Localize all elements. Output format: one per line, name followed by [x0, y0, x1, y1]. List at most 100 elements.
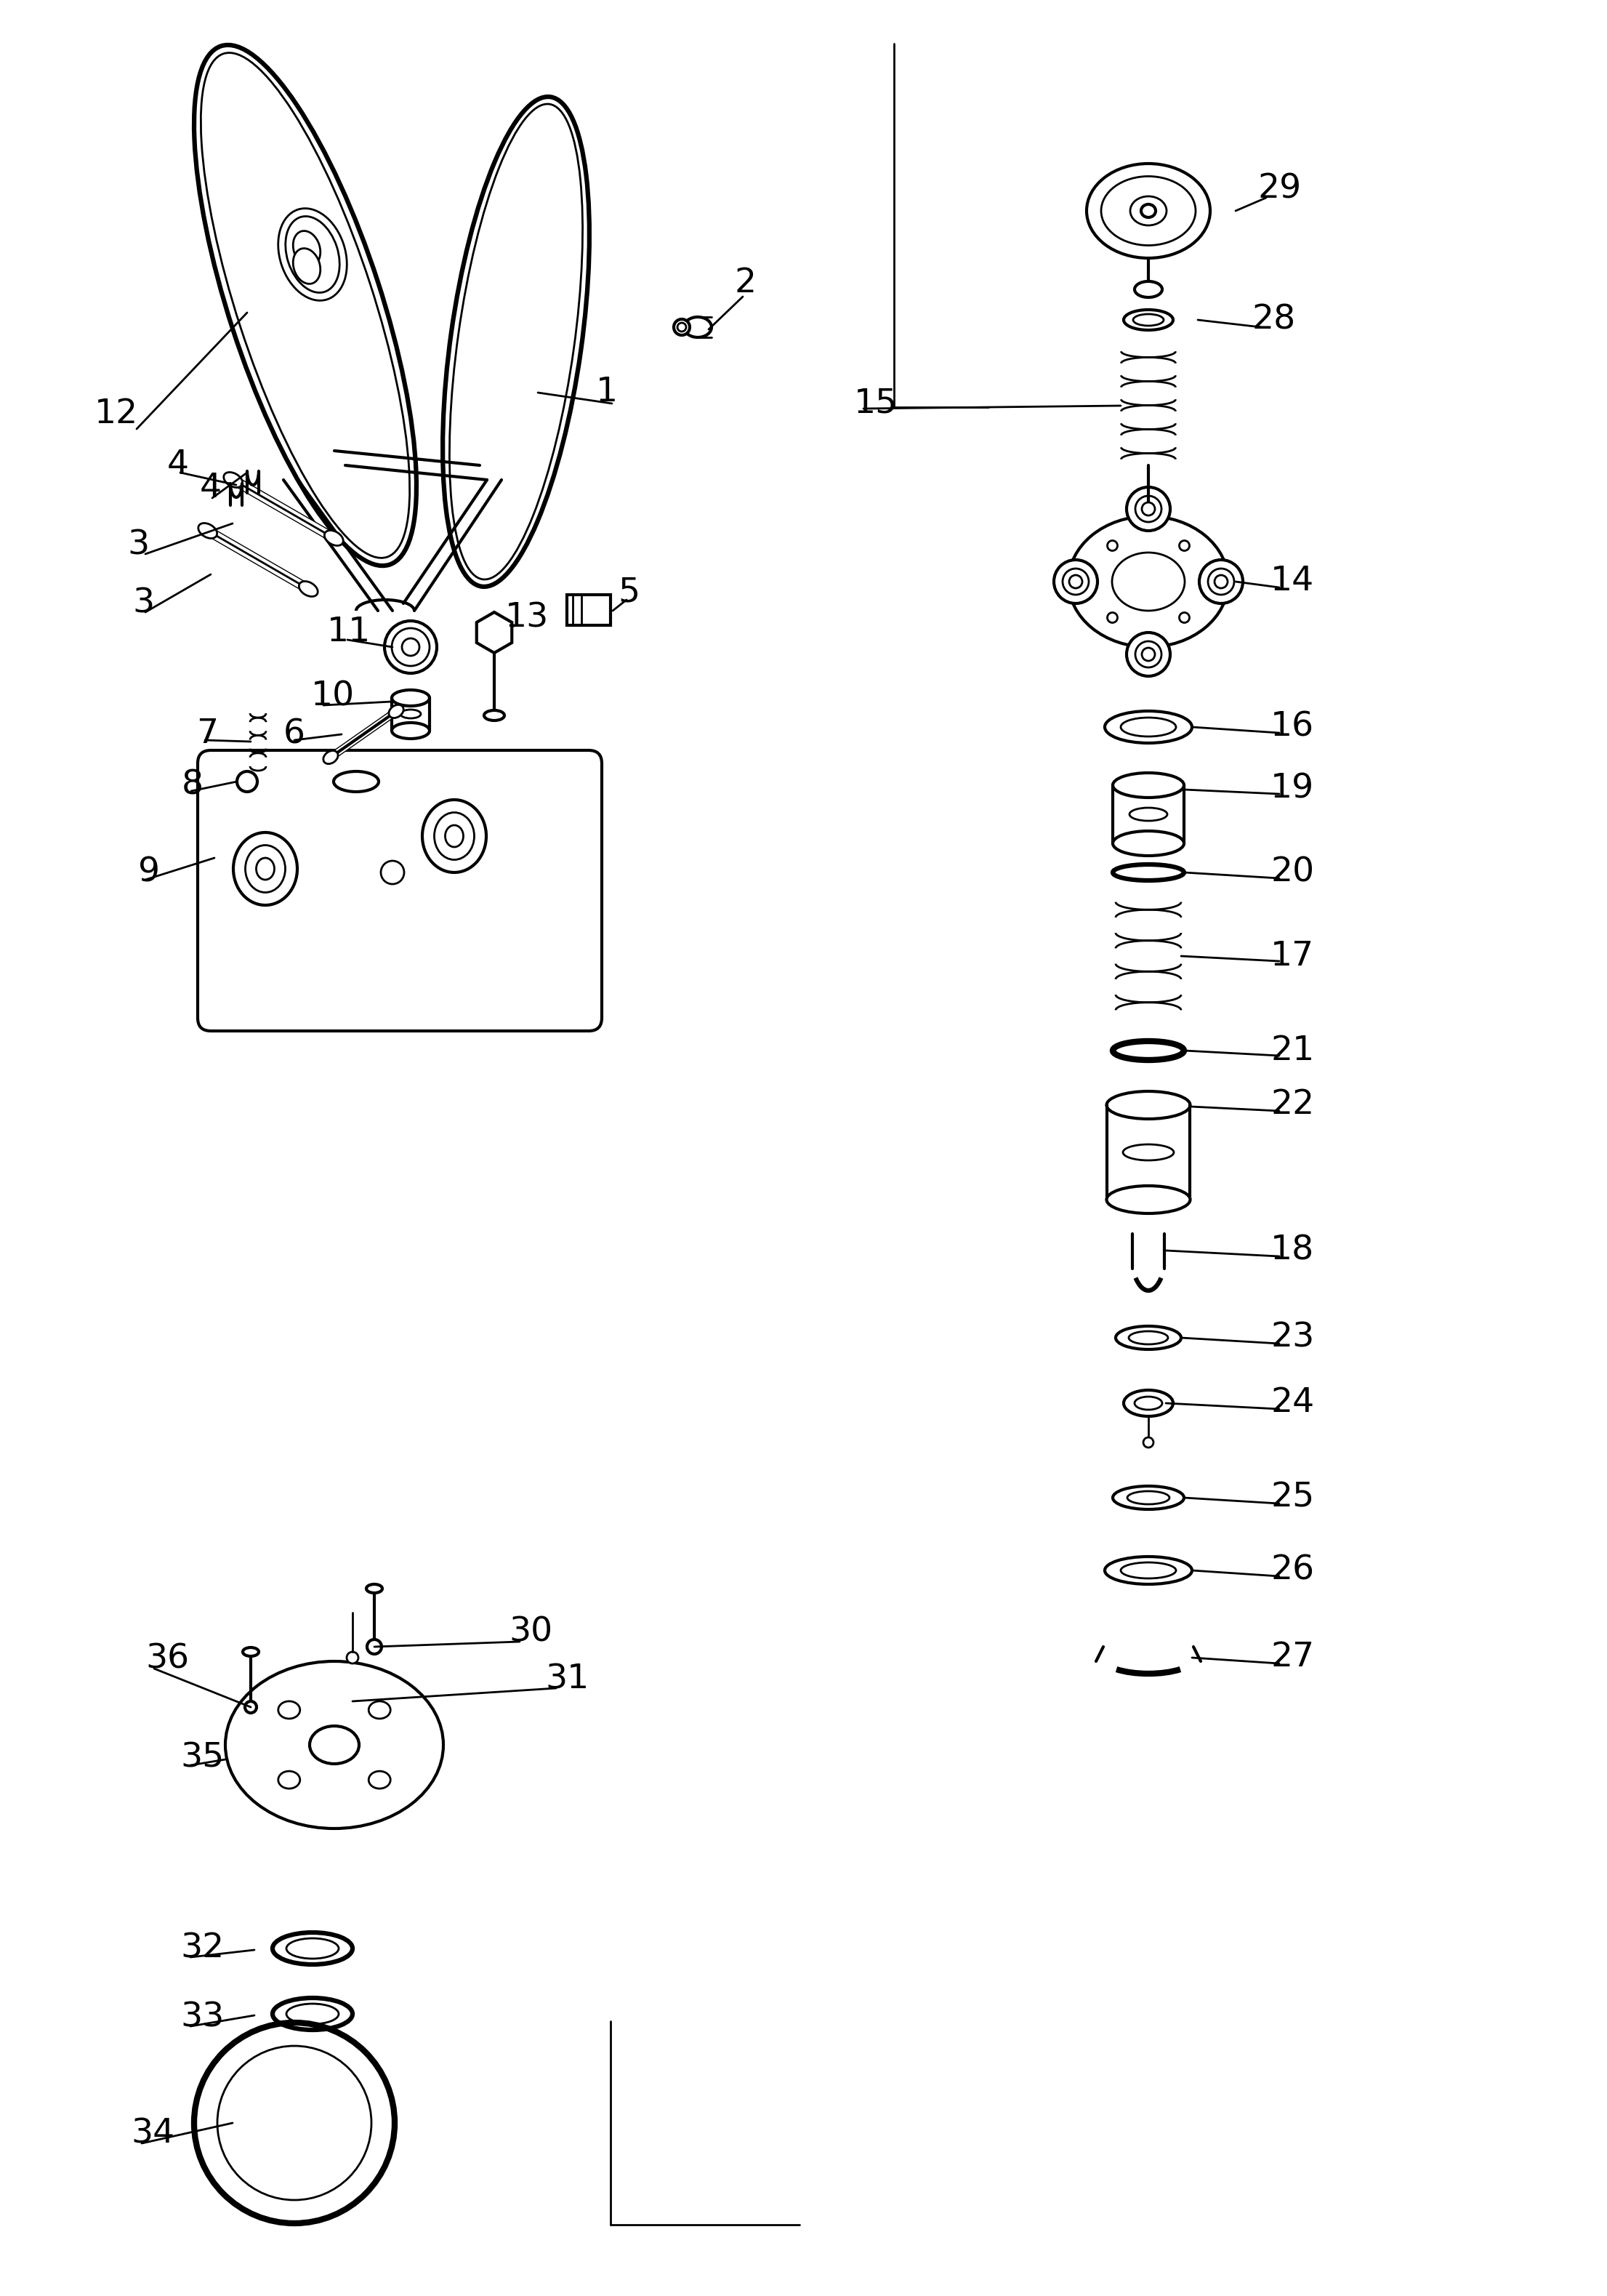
- Text: 16: 16: [1271, 712, 1315, 744]
- Text: 4: 4: [167, 450, 190, 482]
- Ellipse shape: [334, 771, 379, 792]
- Ellipse shape: [1180, 540, 1189, 551]
- Ellipse shape: [1215, 574, 1228, 588]
- Ellipse shape: [1101, 177, 1196, 246]
- Ellipse shape: [1069, 574, 1082, 588]
- Text: 11: 11: [328, 615, 371, 650]
- Ellipse shape: [1130, 808, 1167, 822]
- Text: 6: 6: [283, 719, 305, 751]
- Ellipse shape: [1135, 641, 1162, 668]
- Ellipse shape: [1127, 1490, 1170, 1504]
- Ellipse shape: [323, 751, 337, 765]
- Ellipse shape: [442, 96, 590, 588]
- Ellipse shape: [1062, 569, 1090, 595]
- Ellipse shape: [1120, 1561, 1176, 1577]
- Polygon shape: [477, 613, 513, 652]
- Ellipse shape: [1208, 569, 1234, 595]
- Ellipse shape: [381, 861, 403, 884]
- Text: 31: 31: [545, 1662, 588, 1697]
- Text: 10: 10: [312, 680, 355, 712]
- Ellipse shape: [402, 638, 419, 657]
- FancyBboxPatch shape: [198, 751, 601, 1031]
- Ellipse shape: [198, 523, 217, 537]
- Ellipse shape: [292, 232, 320, 266]
- Text: 25: 25: [1271, 1481, 1315, 1513]
- Ellipse shape: [292, 248, 320, 285]
- Ellipse shape: [445, 824, 463, 847]
- Text: 13: 13: [505, 602, 550, 634]
- Text: 32: 32: [180, 1933, 223, 1965]
- Text: 4: 4: [199, 473, 222, 505]
- Text: 27: 27: [1271, 1642, 1315, 1674]
- Text: 36: 36: [145, 1642, 190, 1676]
- Text: 30: 30: [509, 1616, 553, 1649]
- Ellipse shape: [243, 1649, 259, 1655]
- Ellipse shape: [1143, 1437, 1154, 1446]
- Ellipse shape: [1104, 1557, 1192, 1584]
- Ellipse shape: [1115, 1327, 1181, 1350]
- Ellipse shape: [392, 691, 429, 705]
- Ellipse shape: [1112, 1040, 1184, 1061]
- Ellipse shape: [1107, 1091, 1191, 1118]
- Text: 3: 3: [132, 588, 154, 620]
- Text: 28: 28: [1252, 303, 1295, 335]
- Ellipse shape: [434, 813, 474, 859]
- Ellipse shape: [278, 1770, 301, 1789]
- Text: 22: 22: [1271, 1088, 1315, 1120]
- Ellipse shape: [1112, 831, 1184, 856]
- Ellipse shape: [1123, 1389, 1173, 1417]
- Ellipse shape: [1127, 631, 1170, 675]
- Ellipse shape: [236, 771, 257, 792]
- Text: 20: 20: [1271, 856, 1315, 889]
- Ellipse shape: [368, 1701, 391, 1720]
- Ellipse shape: [678, 324, 686, 331]
- Text: 34: 34: [130, 2117, 175, 2151]
- Text: 14: 14: [1271, 565, 1315, 597]
- Text: 12: 12: [95, 397, 138, 432]
- Ellipse shape: [225, 1662, 444, 1828]
- Ellipse shape: [194, 46, 416, 565]
- Ellipse shape: [286, 2004, 339, 2025]
- Ellipse shape: [1112, 774, 1184, 797]
- Ellipse shape: [278, 209, 347, 301]
- Ellipse shape: [1112, 866, 1184, 879]
- Ellipse shape: [1135, 282, 1162, 298]
- Ellipse shape: [273, 1998, 352, 2030]
- Ellipse shape: [400, 709, 421, 719]
- Ellipse shape: [368, 1770, 391, 1789]
- Ellipse shape: [1107, 613, 1117, 622]
- Text: 7: 7: [196, 719, 219, 751]
- Ellipse shape: [1069, 517, 1228, 647]
- Text: 17: 17: [1271, 939, 1315, 974]
- Text: 3: 3: [127, 528, 149, 563]
- Text: 35: 35: [180, 1743, 223, 1775]
- Ellipse shape: [366, 1584, 382, 1593]
- Text: 9: 9: [138, 856, 161, 889]
- Ellipse shape: [278, 1701, 301, 1720]
- Ellipse shape: [1199, 560, 1242, 604]
- Ellipse shape: [1054, 560, 1098, 604]
- Text: 18: 18: [1271, 1235, 1315, 1267]
- Ellipse shape: [256, 859, 275, 879]
- Ellipse shape: [1130, 195, 1167, 225]
- Ellipse shape: [1123, 310, 1173, 331]
- Ellipse shape: [299, 581, 318, 597]
- Text: 15: 15: [853, 388, 898, 420]
- Ellipse shape: [389, 705, 403, 719]
- Ellipse shape: [392, 723, 429, 739]
- Ellipse shape: [1135, 1396, 1162, 1410]
- Ellipse shape: [1086, 163, 1210, 257]
- Ellipse shape: [325, 530, 344, 546]
- Ellipse shape: [1112, 553, 1184, 611]
- Ellipse shape: [384, 620, 437, 673]
- Text: 21: 21: [1271, 1033, 1315, 1068]
- Ellipse shape: [286, 1938, 339, 1958]
- Ellipse shape: [223, 473, 243, 487]
- Ellipse shape: [1135, 496, 1162, 521]
- Ellipse shape: [1133, 315, 1163, 326]
- Text: 5: 5: [617, 576, 640, 608]
- Ellipse shape: [1141, 204, 1155, 218]
- Ellipse shape: [484, 709, 505, 721]
- Ellipse shape: [1143, 503, 1155, 517]
- Ellipse shape: [273, 1933, 352, 1965]
